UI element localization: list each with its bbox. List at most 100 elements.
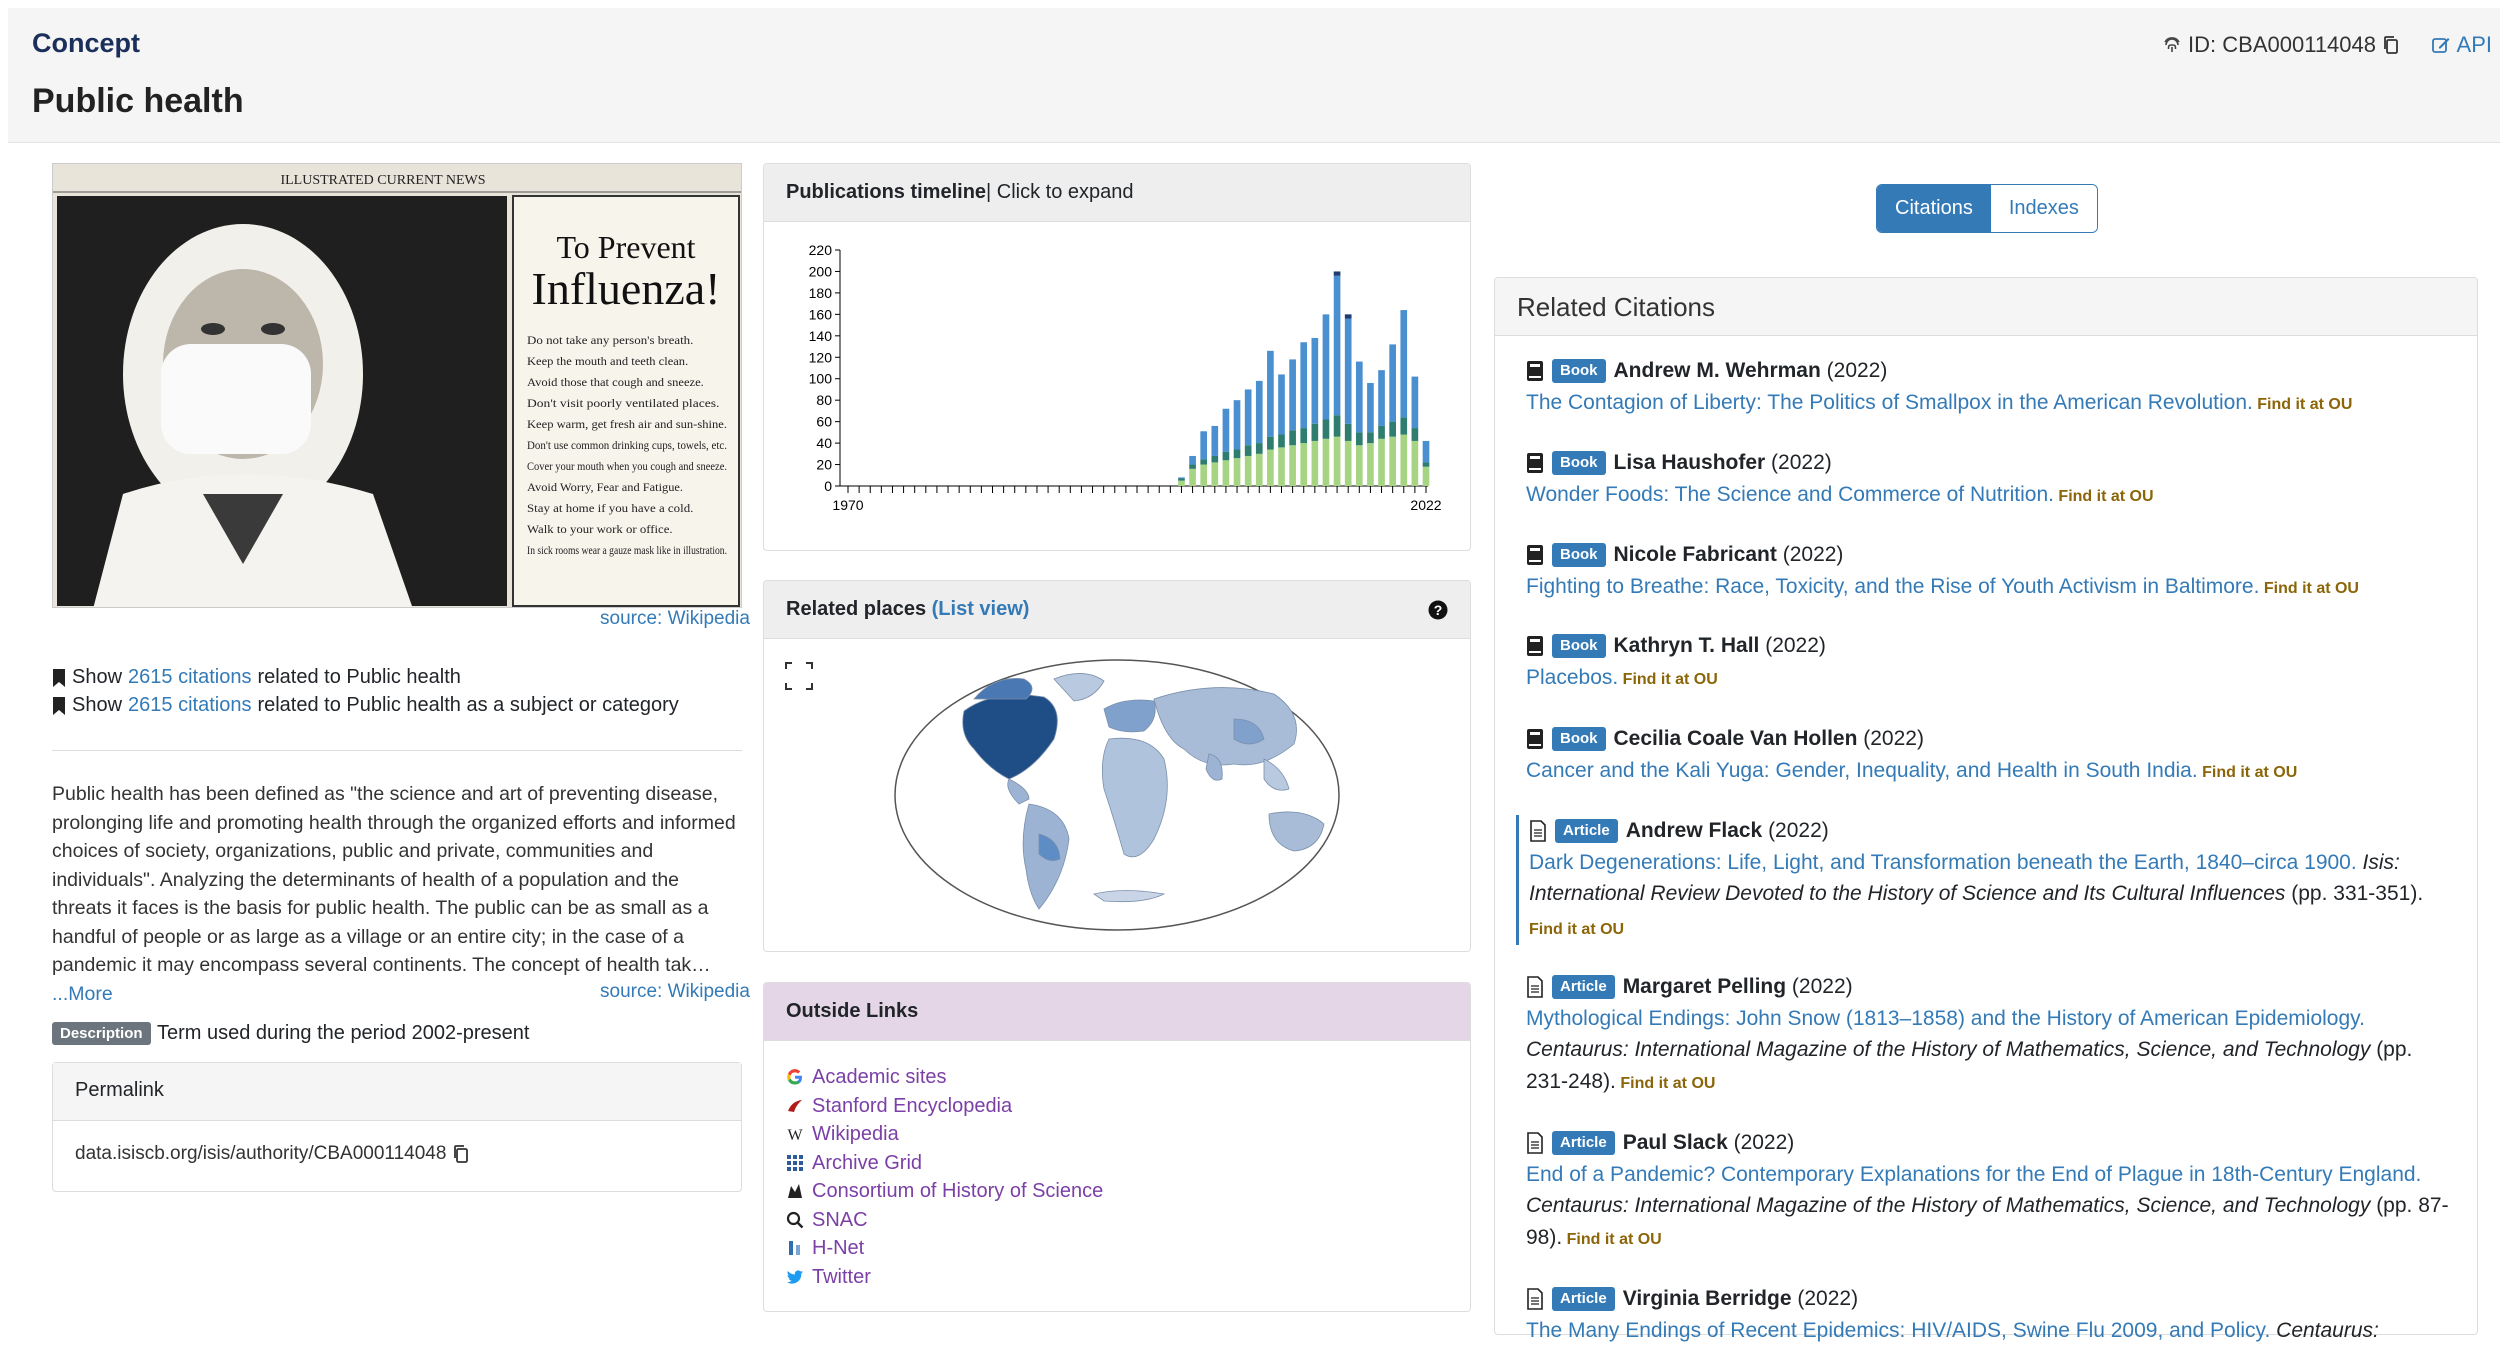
- timeline-bar[interactable]: [1244, 455, 1252, 486]
- timeline-bar[interactable]: [1200, 459, 1208, 465]
- places-list-view-link[interactable]: (List view): [931, 598, 1030, 620]
- timeline-bar[interactable]: [1378, 370, 1385, 426]
- outside-link-item[interactable]: SNAC: [786, 1206, 1448, 1235]
- timeline-bar[interactable]: [1355, 445, 1363, 486]
- image-source-link[interactable]: source: Wikipedia: [600, 608, 750, 629]
- timeline-bar[interactable]: [1333, 271, 1341, 276]
- timeline-bar[interactable]: [1333, 415, 1341, 437]
- timeline-bar[interactable]: [1311, 440, 1319, 486]
- timeline-bar[interactable]: [1367, 443, 1374, 486]
- timeline-bar[interactable]: [1211, 425, 1219, 456]
- find-it-at-ou-link[interactable]: Find it at OU: [1562, 1230, 1662, 1248]
- citation-title-link[interactable]: Wonder Foods: The Science and Commerce o…: [1526, 482, 2054, 506]
- timeline-bar[interactable]: [1411, 428, 1419, 441]
- timeline-bar[interactable]: [1289, 359, 1296, 431]
- outside-link-item[interactable]: Archive Grid: [786, 1149, 1448, 1178]
- timeline-bar[interactable]: [1311, 337, 1319, 424]
- timeline-bar[interactable]: [1233, 449, 1241, 459]
- timeline-bar[interactable]: [1333, 436, 1341, 486]
- timeline-bar[interactable]: [1200, 464, 1208, 486]
- timeline-bar[interactable]: [1278, 374, 1285, 435]
- tab-citations[interactable]: Citations: [1877, 185, 1991, 232]
- timeline-bar[interactable]: [1255, 443, 1263, 454]
- timeline-bar[interactable]: [1322, 419, 1330, 439]
- timeline-bar[interactable]: [1178, 477, 1185, 479]
- outside-link-item[interactable]: W Wikipedia: [786, 1120, 1448, 1149]
- find-it-at-ou-link[interactable]: Find it at OU: [2053, 487, 2154, 505]
- timeline-bar[interactable]: [1178, 478, 1185, 481]
- outside-link-label[interactable]: Archive Grid: [812, 1151, 923, 1174]
- citation-title-link[interactable]: Placebos.: [1526, 665, 1619, 689]
- outside-link-label[interactable]: Consortium of History of Science: [812, 1180, 1104, 1202]
- timeline-bar[interactable]: [1344, 440, 1352, 486]
- timeline-bar[interactable]: [1411, 376, 1419, 429]
- timeline-bar[interactable]: [1322, 314, 1330, 420]
- outside-link-item[interactable]: Stanford Encyclopedia: [786, 1092, 1448, 1121]
- outside-link-item[interactable]: Academic sites: [786, 1063, 1448, 1092]
- timeline-bar[interactable]: [1378, 438, 1385, 486]
- find-it-at-ou-link[interactable]: Find it at OU: [1615, 1074, 1716, 1092]
- tab-indexes[interactable]: Indexes: [1990, 185, 2097, 232]
- timeline-bar[interactable]: [1389, 436, 1396, 486]
- timeline-bar[interactable]: [1400, 434, 1408, 486]
- timeline-bar[interactable]: [1278, 447, 1285, 486]
- timeline-bar[interactable]: [1300, 342, 1308, 429]
- outside-link-item[interactable]: H-Net: [786, 1234, 1448, 1263]
- outside-link-label[interactable]: SNAC: [812, 1208, 868, 1231]
- description-source-link[interactable]: source: Wikipedia: [600, 981, 750, 1002]
- timeline-chart[interactable]: 0 20 40 60 80 100 120 140 160 180 200 220 1970 2022: [764, 222, 1470, 550]
- timeline-bar[interactable]: [1333, 275, 1341, 416]
- timeline-bar[interactable]: [1400, 310, 1408, 418]
- citations-count-link[interactable]: 2615 citations: [128, 666, 252, 688]
- timeline-bar[interactable]: [1278, 434, 1285, 448]
- timeline-bar[interactable]: [1255, 380, 1263, 444]
- citations-subject-link[interactable]: 2615 citations: [128, 694, 252, 716]
- timeline-bar[interactable]: [1244, 445, 1252, 456]
- timeline-bar[interactable]: [1344, 318, 1352, 424]
- timeline-bar[interactable]: [1267, 436, 1274, 450]
- find-it-at-ou-link[interactable]: Find it at OU: [2197, 763, 2298, 781]
- outside-link-label[interactable]: Twitter: [812, 1265, 871, 1288]
- citation-title-link[interactable]: End of a Pandemic? Contemporary Explanat…: [1526, 1162, 2422, 1186]
- timeline-bar[interactable]: [1211, 462, 1219, 486]
- timeline-bar[interactable]: [1233, 458, 1241, 486]
- timeline-bar[interactable]: [1211, 455, 1219, 463]
- citation-title-link[interactable]: Mythological Endings: John Snow (1813–18…: [1526, 1006, 2365, 1030]
- outside-link-label[interactable]: Wikipedia: [812, 1123, 899, 1145]
- timeline-bar[interactable]: [1189, 464, 1196, 469]
- timeline-bar[interactable]: [1189, 455, 1196, 465]
- timeline-bar[interactable]: [1267, 449, 1274, 486]
- timeline-bar[interactable]: [1344, 423, 1352, 441]
- timeline-bar[interactable]: [1222, 460, 1230, 486]
- expand-icon[interactable]: [785, 662, 813, 690]
- timeline-bar[interactable]: [1344, 314, 1352, 319]
- timeline-bar[interactable]: [1355, 361, 1363, 433]
- outside-link-item[interactable]: Twitter: [786, 1263, 1448, 1292]
- timeline-bar[interactable]: [1400, 417, 1408, 435]
- citation-title-link[interactable]: The Many Endings of Recent Epidemics: HI…: [1526, 1318, 2271, 1342]
- outside-link-item[interactable]: Consortium of History of Science: [786, 1177, 1448, 1206]
- timeline-bar[interactable]: [1411, 440, 1419, 486]
- timeline-bar[interactable]: [1289, 430, 1296, 446]
- timeline-bar[interactable]: [1289, 445, 1296, 486]
- api-link[interactable]: API: [2431, 32, 2492, 58]
- timeline-bar[interactable]: [1311, 423, 1319, 441]
- timeline-bar[interactable]: [1300, 428, 1308, 444]
- help-icon[interactable]: ?: [1428, 600, 1448, 620]
- timeline-bar[interactable]: [1200, 431, 1208, 460]
- timeline-bar[interactable]: [1389, 344, 1396, 422]
- timeline-bar[interactable]: [1367, 383, 1374, 433]
- timeline-bar[interactable]: [1367, 432, 1374, 444]
- breadcrumb-concept[interactable]: Concept: [32, 28, 140, 58]
- timeline-bar[interactable]: [1222, 451, 1230, 461]
- outside-link-label[interactable]: Academic sites: [812, 1066, 947, 1088]
- find-it-at-ou-link[interactable]: Find it at OU: [1618, 670, 1718, 688]
- timeline-bar[interactable]: [1189, 468, 1196, 486]
- publications-timeline-panel[interactable]: Publications timeline | Click to expand …: [763, 163, 1471, 551]
- timeline-bar[interactable]: [1300, 443, 1308, 486]
- timeline-bar[interactable]: [1422, 440, 1430, 463]
- find-it-at-ou-link[interactable]: Find it at OU: [1529, 920, 1625, 938]
- timeline-bar[interactable]: [1244, 389, 1252, 446]
- timeline-bar[interactable]: [1422, 466, 1430, 486]
- citation-title-link[interactable]: The Contagion of Liberty: The Politics o…: [1526, 390, 2253, 414]
